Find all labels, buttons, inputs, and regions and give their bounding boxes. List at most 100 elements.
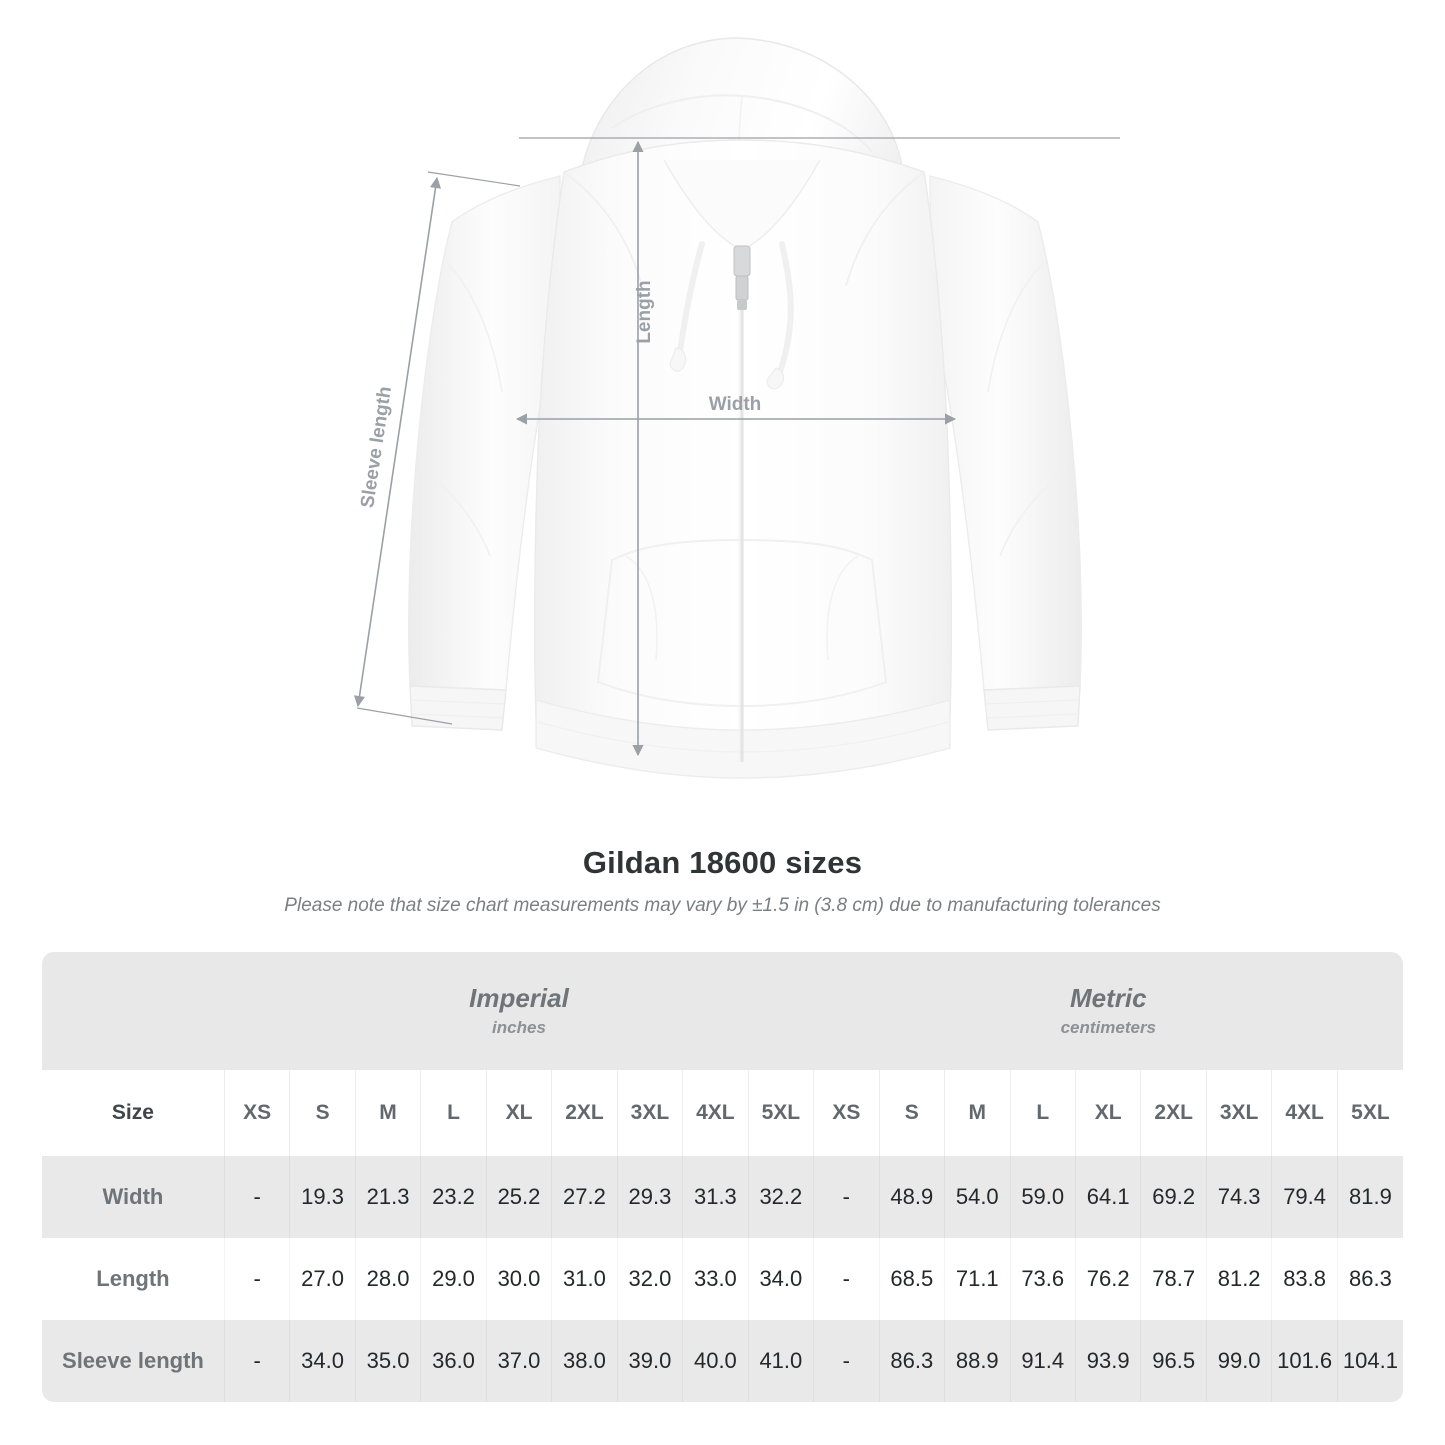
cell-imperial-xl: 37.0 [486,1320,553,1402]
cell-imperial-2xl: 31.0 [551,1238,618,1320]
size-header-imperial-3xl: 3XL [617,1070,684,1156]
cell-imperial-3xl: 32.0 [617,1238,684,1320]
cell-imperial-5xl: 34.0 [748,1238,815,1320]
row-label: Length [42,1238,225,1320]
cell-metric-3xl: 99.0 [1206,1320,1273,1402]
size-header-imperial-2xl: 2XL [551,1070,618,1156]
cell-metric-xl: 76.2 [1075,1238,1142,1320]
zipper [733,245,751,762]
width-label: Width [709,394,762,415]
size-header-metric-l: L [1010,1070,1076,1156]
length-label: Length [634,280,655,343]
cell-metric-xl: 64.1 [1075,1156,1142,1238]
cell-imperial-s: 27.0 [289,1238,356,1320]
size-header-metric-m: M [944,1070,1011,1156]
cell-imperial-l: 23.2 [420,1156,487,1238]
unit-header-metric: Metric centimeters [813,952,1403,1070]
drawstring-tips [669,347,785,390]
size-header-label: Size [42,1070,225,1156]
cell-metric-2xl: 96.5 [1140,1320,1207,1402]
table-row: Length -27.0 28.0 29.0 30.0 31.0 32.0 33.0 34.0-… [42,1238,1403,1320]
cell-metric-3xl: 81.2 [1206,1238,1273,1320]
size-header-imperial-m: M [355,1070,422,1156]
cell-metric-m: 88.9 [944,1320,1011,1402]
cell-metric-m: 71.1 [944,1238,1011,1320]
cell-imperial-2xl: 27.2 [551,1156,618,1238]
size-header-metric-2xl: 2XL [1140,1070,1207,1156]
cell-metric-l: 73.6 [1010,1238,1076,1320]
cell-imperial-s: 34.0 [289,1320,356,1402]
table-body: Width -19.3 21.3 23.2 25.2 27.2 29.3 31.3 32.2-4… [42,1156,1403,1402]
cell-imperial-m: 28.0 [355,1238,422,1320]
cell-metric-l: 59.0 [1010,1156,1076,1238]
cell-imperial-xs: - [224,1156,291,1238]
cell-metric-3xl: 74.3 [1206,1156,1273,1238]
size-header-imperial-s: S [289,1070,356,1156]
size-header-metric-4xl: 4XL [1271,1070,1338,1156]
size-header-row: Size XS S M L XL 2XL 3XL 4XL 5XL XS S M L XL 2XL 3XL 4XL… [42,1070,1403,1156]
cell-imperial-3xl: 39.0 [617,1320,684,1402]
size-header-metric-xs: XS [813,1070,880,1156]
cell-metric-2xl: 69.2 [1140,1156,1207,1238]
unit-sub-metric: centimeters [1060,1018,1157,1038]
cell-metric-s: 86.3 [879,1320,946,1402]
unit-sub-imperial: inches [492,1018,546,1038]
cell-imperial-4xl: 33.0 [682,1238,749,1320]
unit-name-imperial: Imperial [469,982,569,1013]
hoodie-right-sleeve [929,175,1083,731]
table-row: Sleeve length -34.0 35.0 36.0 37.0 38.0 39.0 40… [42,1320,1403,1402]
unit-name-metric: Metric [1070,982,1147,1013]
cell-metric-5xl: 81.9 [1337,1156,1403,1238]
width-measure: Width [515,394,957,425]
cell-metric-4xl: 101.6 [1271,1320,1338,1402]
size-header-imperial-4xl: 4XL [682,1070,749,1156]
cell-imperial-s: 19.3 [289,1156,356,1238]
cell-imperial-xs: - [224,1320,291,1402]
cell-imperial-4xl: 31.3 [682,1156,749,1238]
size-header-imperial-xl: XL [486,1070,553,1156]
heading-block: Gildan 18600 sizes Please note that size… [0,845,1445,917]
cell-imperial-2xl: 38.0 [551,1320,618,1402]
cell-metric-xs: - [813,1156,880,1238]
cell-imperial-xs: - [224,1238,291,1320]
tolerance-note: Please note that size chart measurements… [284,895,1161,916]
length-measure: Length [519,137,1120,757]
cell-metric-2xl: 78.7 [1140,1238,1207,1320]
size-header-metric-s: S [879,1070,946,1156]
size-header-imperial-5xl: 5XL [748,1070,815,1156]
cell-metric-s: 48.9 [879,1156,946,1238]
unit-header-spacer [42,952,225,1070]
cell-imperial-m: 35.0 [355,1320,422,1402]
drawstrings [677,241,794,375]
cell-imperial-xl: 30.0 [486,1238,553,1320]
row-label: Width [42,1156,225,1238]
cell-imperial-m: 21.3 [355,1156,422,1238]
cell-imperial-l: 36.0 [420,1320,487,1402]
cell-metric-5xl: 86.3 [1337,1238,1403,1320]
cell-imperial-5xl: 41.0 [748,1320,815,1402]
cell-metric-5xl: 104.1 [1337,1320,1403,1402]
size-header-metric-xl: XL [1075,1070,1142,1156]
cell-imperial-5xl: 32.2 [748,1156,815,1238]
size-header-metric-3xl: 3XL [1206,1070,1273,1156]
cell-imperial-3xl: 29.3 [617,1156,684,1238]
cell-metric-4xl: 79.4 [1271,1156,1338,1238]
cell-imperial-l: 29.0 [420,1238,487,1320]
cell-metric-xl: 93.9 [1075,1320,1142,1402]
size-table: Imperial inches Metric centimeters Size … [42,952,1403,1402]
cell-metric-l: 91.4 [1010,1320,1076,1402]
garment-illustration: Width Length Sleeve length [353,37,1120,779]
cell-imperial-4xl: 40.0 [682,1320,749,1402]
unit-header-row: Imperial inches Metric centimeters [42,952,1403,1070]
cell-metric-4xl: 83.8 [1271,1238,1338,1320]
cell-metric-xs: - [813,1238,880,1320]
unit-header-imperial: Imperial inches [224,952,814,1070]
page-title: Gildan 18600 sizes [582,845,863,880]
table-row: Width -19.3 21.3 23.2 25.2 27.2 29.3 31.3 32.2-4… [42,1156,1403,1238]
row-label: Sleeve length [42,1320,225,1402]
cell-imperial-xl: 25.2 [486,1156,553,1238]
size-header-imperial-xs: XS [224,1070,291,1156]
cell-metric-m: 54.0 [944,1156,1011,1238]
size-header-imperial-l: L [420,1070,487,1156]
